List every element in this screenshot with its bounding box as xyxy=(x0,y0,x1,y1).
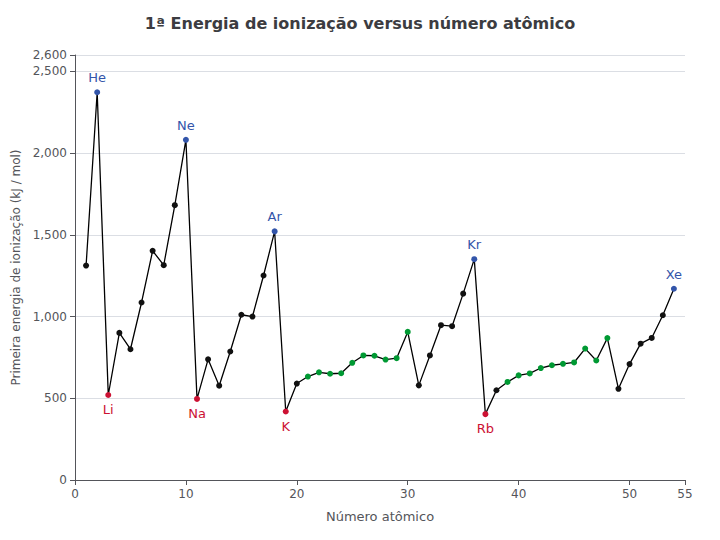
svg-text:K: K xyxy=(281,419,290,434)
svg-text:10: 10 xyxy=(178,487,193,501)
svg-text:Na: Na xyxy=(188,406,206,421)
svg-text:Rb: Rb xyxy=(477,421,494,436)
svg-text:55: 55 xyxy=(677,487,692,501)
svg-text:2,500: 2,500 xyxy=(33,64,67,78)
svg-text:1ª Energia de ionização versus: 1ª Energia de ionização versus número at… xyxy=(145,14,575,33)
svg-text:1,500: 1,500 xyxy=(33,228,67,242)
svg-text:Li: Li xyxy=(103,402,114,417)
svg-text:30: 30 xyxy=(400,487,415,501)
svg-text:Ne: Ne xyxy=(177,118,195,133)
svg-text:500: 500 xyxy=(44,391,67,405)
svg-text:20: 20 xyxy=(289,487,304,501)
svg-text:Ar: Ar xyxy=(268,209,283,224)
svg-text:Número atômico: Número atômico xyxy=(326,509,434,524)
svg-text:He: He xyxy=(88,70,106,85)
svg-text:Xe: Xe xyxy=(666,267,682,282)
svg-text:2,600: 2,600 xyxy=(33,48,67,62)
svg-text:Primeira energia de ionização: Primeira energia de ionização (kJ / mol) xyxy=(9,149,23,385)
svg-text:50: 50 xyxy=(622,487,637,501)
svg-text:0: 0 xyxy=(71,487,79,501)
svg-text:2,000: 2,000 xyxy=(33,146,67,160)
svg-text:Kr: Kr xyxy=(467,237,482,252)
svg-text:1,000: 1,000 xyxy=(33,310,67,324)
svg-text:0: 0 xyxy=(59,473,67,487)
svg-text:40: 40 xyxy=(511,487,526,501)
